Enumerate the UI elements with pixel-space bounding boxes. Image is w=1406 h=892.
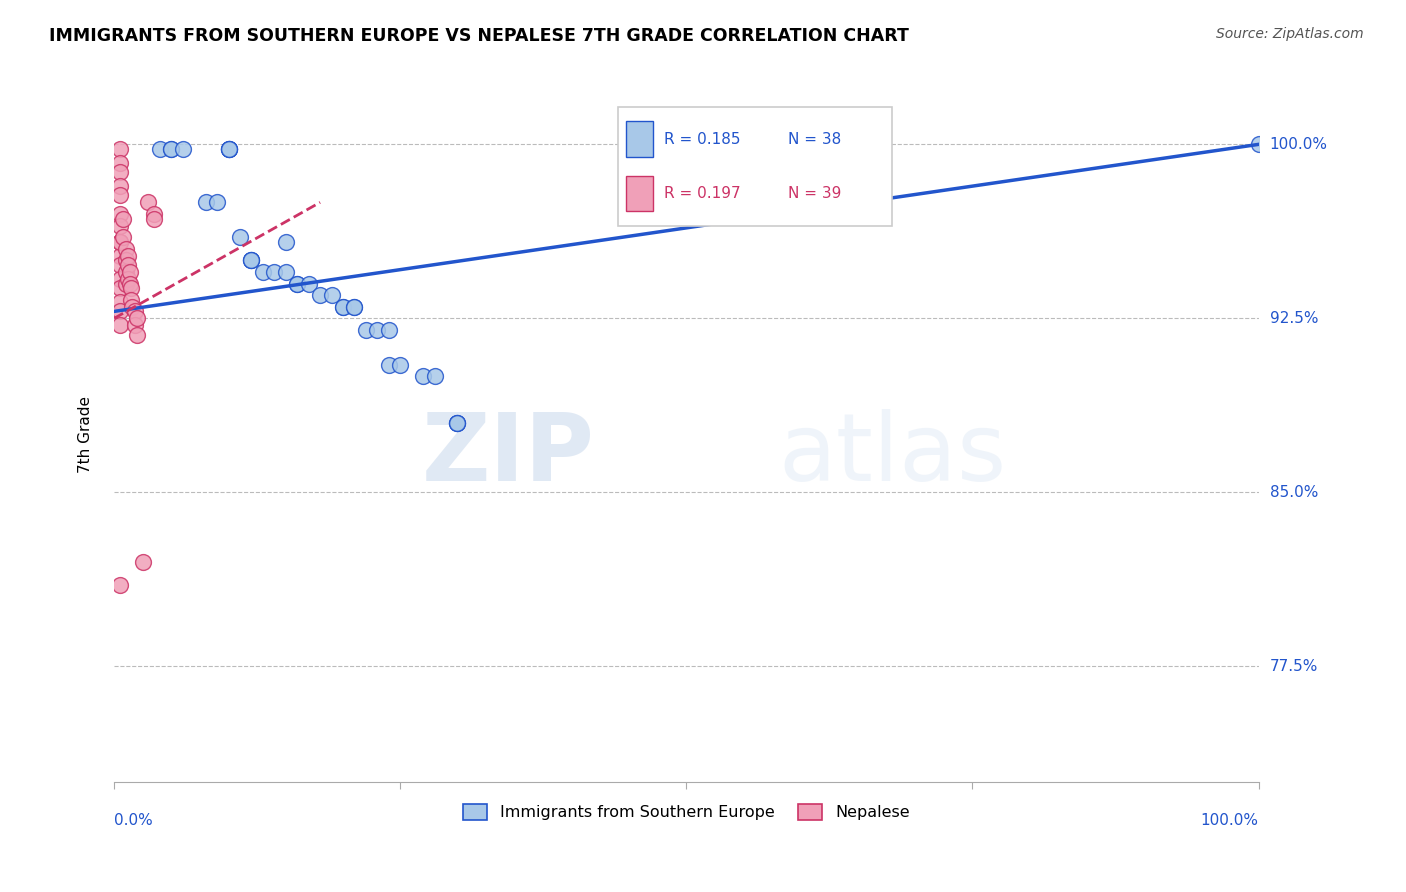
Point	[108, 219, 131, 233]
Point	[252, 265, 274, 279]
Point	[274, 235, 297, 249]
Point	[285, 277, 308, 291]
Point	[112, 211, 135, 226]
Point	[108, 235, 131, 249]
Point	[343, 300, 366, 314]
Point	[218, 142, 240, 156]
Point	[446, 416, 468, 430]
Point	[114, 253, 136, 268]
Point	[218, 142, 240, 156]
Point	[108, 295, 131, 310]
Point	[240, 253, 263, 268]
Point	[112, 230, 135, 244]
Text: IMMIGRANTS FROM SOUTHERN EUROPE VS NEPALESE 7TH GRADE CORRELATION CHART: IMMIGRANTS FROM SOUTHERN EUROPE VS NEPAL…	[49, 27, 910, 45]
Point	[378, 358, 401, 372]
Point	[229, 230, 252, 244]
Point	[412, 369, 434, 384]
Point	[108, 258, 131, 272]
Point	[114, 277, 136, 291]
Point	[120, 277, 142, 291]
Point	[108, 249, 131, 263]
Text: Source: ZipAtlas.com: Source: ZipAtlas.com	[1216, 27, 1364, 41]
Point	[108, 165, 131, 179]
Point	[108, 188, 131, 202]
Text: 100.0%: 100.0%	[1201, 813, 1258, 828]
Point	[108, 281, 131, 295]
Text: 0.0%: 0.0%	[114, 813, 153, 828]
Point	[332, 300, 354, 314]
Point	[125, 311, 148, 326]
Point	[124, 318, 146, 333]
Text: atlas: atlas	[778, 409, 1007, 501]
Point	[120, 293, 142, 307]
Point	[205, 195, 228, 210]
Point	[108, 235, 131, 249]
Point	[108, 578, 131, 592]
Point	[446, 416, 468, 430]
Point	[108, 318, 131, 333]
Text: ZIP: ZIP	[422, 409, 595, 501]
Point	[378, 323, 401, 337]
Point	[446, 416, 468, 430]
Point	[354, 323, 377, 337]
Point	[120, 281, 142, 295]
Legend: Immigrants from Southern Europe, Nepalese: Immigrants from Southern Europe, Nepales…	[457, 797, 917, 827]
Point	[108, 207, 131, 221]
Point	[343, 300, 366, 314]
Point	[143, 211, 166, 226]
Point	[108, 179, 131, 194]
Point	[332, 300, 354, 314]
Text: 77.5%: 77.5%	[1270, 659, 1317, 673]
Point	[117, 258, 139, 272]
Point	[423, 369, 446, 384]
Point	[132, 555, 155, 569]
Point	[218, 142, 240, 156]
Point	[124, 304, 146, 318]
Point	[149, 142, 172, 156]
Text: 92.5%: 92.5%	[1270, 311, 1319, 326]
Point	[1247, 137, 1270, 152]
Point	[309, 288, 332, 302]
Point	[389, 358, 412, 372]
Text: 85.0%: 85.0%	[1270, 485, 1317, 500]
Y-axis label: 7th Grade: 7th Grade	[79, 396, 93, 473]
Point	[108, 156, 131, 170]
Point	[114, 242, 136, 256]
Point	[114, 265, 136, 279]
Point	[240, 253, 263, 268]
Point	[108, 272, 131, 286]
Point	[263, 265, 285, 279]
Point	[160, 142, 183, 156]
Point	[274, 265, 297, 279]
Point	[194, 195, 217, 210]
Point	[143, 207, 166, 221]
Point	[108, 142, 131, 156]
Point	[125, 327, 148, 342]
Point	[321, 288, 343, 302]
Point	[117, 272, 139, 286]
Point	[285, 277, 308, 291]
Point	[108, 304, 131, 318]
Point	[172, 142, 194, 156]
Point	[160, 142, 183, 156]
Point	[218, 142, 240, 156]
Point	[117, 249, 139, 263]
Point	[138, 195, 160, 210]
Point	[121, 300, 143, 314]
Point	[366, 323, 388, 337]
Point	[298, 277, 321, 291]
Point	[120, 265, 142, 279]
Point	[240, 253, 263, 268]
Text: 100.0%: 100.0%	[1270, 136, 1327, 152]
